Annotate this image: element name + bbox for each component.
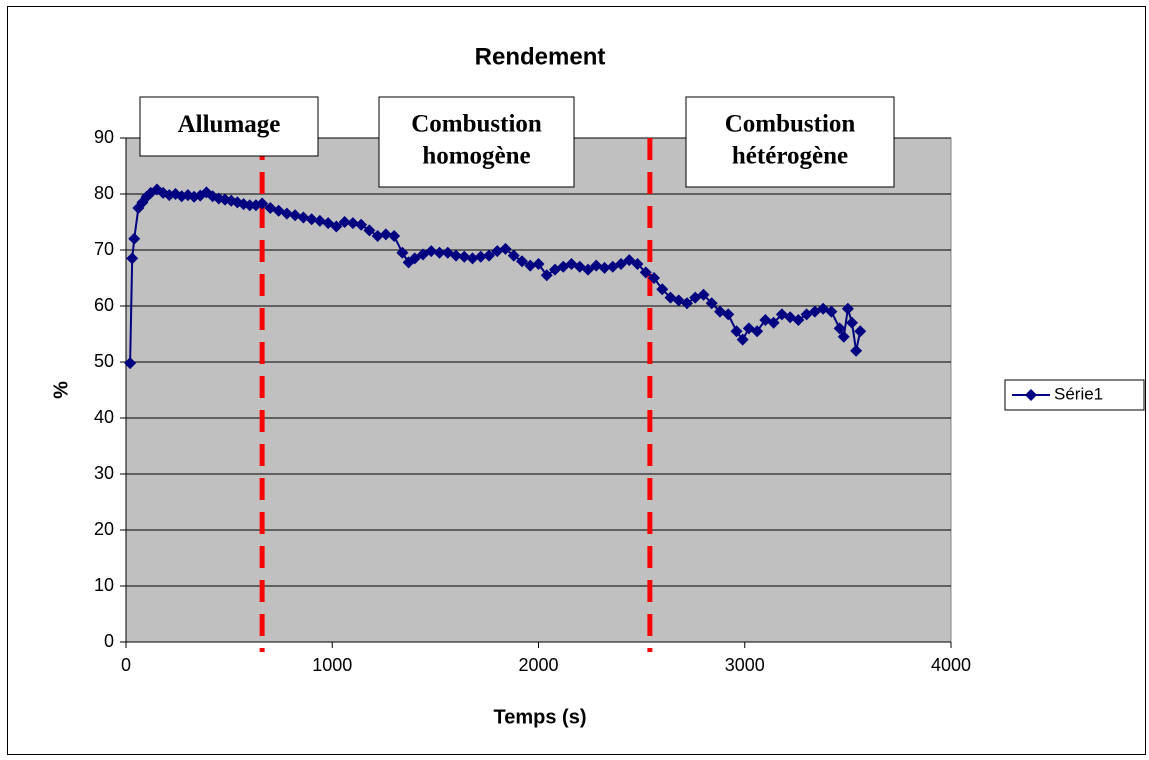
data-point <box>297 211 310 224</box>
y-tick-label: 80 <box>94 183 114 203</box>
data-point <box>767 316 780 329</box>
annotation-text: homogène <box>422 143 530 170</box>
data-point <box>697 288 710 301</box>
annotation-text: hétérogène <box>732 143 848 170</box>
data-point <box>425 245 438 258</box>
y-tick-label: 20 <box>94 519 114 539</box>
data-point <box>524 259 537 272</box>
x-tick-label: 0 <box>121 655 131 675</box>
data-point <box>615 258 627 270</box>
data-point <box>623 254 636 267</box>
data-point <box>458 250 471 263</box>
data-point <box>540 269 553 282</box>
data-point <box>736 333 749 346</box>
data-point <box>491 245 504 258</box>
data-point <box>825 305 838 318</box>
data-point <box>516 255 528 268</box>
data-point <box>124 357 137 370</box>
y-tick-label: 70 <box>94 239 114 259</box>
data-point <box>846 316 858 329</box>
y-tick-label: 40 <box>94 407 114 427</box>
data-point <box>396 246 409 259</box>
x-tick-label: 1000 <box>312 655 352 675</box>
x-axis-label: Temps (s) <box>494 706 587 728</box>
data-point <box>590 259 603 272</box>
data-point <box>355 218 368 231</box>
annotation-box <box>378 96 575 188</box>
data-point <box>346 217 359 230</box>
annotation-text: Allumage <box>178 111 281 138</box>
data-point <box>722 308 735 321</box>
data-point <box>371 230 384 242</box>
data-point <box>507 249 520 262</box>
annotation-text: Combustion <box>411 111 542 138</box>
data-point <box>705 297 718 310</box>
data-point <box>379 228 392 241</box>
data-point <box>450 249 462 262</box>
legend-label: Série1 <box>1054 384 1103 403</box>
data-point <box>841 302 854 315</box>
x-tick-label: 4000 <box>931 655 971 675</box>
data-point <box>330 220 343 233</box>
data-point <box>126 252 139 265</box>
data-point <box>256 197 269 210</box>
data-point <box>338 216 351 228</box>
x-tick-label: 2000 <box>518 655 558 675</box>
y-tick-label: 60 <box>94 295 114 315</box>
data-point <box>289 209 302 222</box>
data-point <box>730 325 743 338</box>
data-point <box>466 252 479 265</box>
data-point <box>408 252 421 265</box>
data-point <box>305 213 318 226</box>
legend-marker <box>1025 389 1037 401</box>
data-point <box>582 263 594 276</box>
annotation-text: Combustion <box>725 111 856 138</box>
data-point <box>483 249 495 262</box>
data-point <box>280 207 293 220</box>
y-axis-label: % <box>50 381 72 399</box>
y-tick-label: 90 <box>94 127 114 147</box>
data-point <box>854 325 867 338</box>
chart-title: Rendement <box>475 43 606 70</box>
data-point <box>656 283 669 296</box>
data-point <box>532 258 545 270</box>
data-point <box>837 330 850 343</box>
data-point <box>388 230 401 242</box>
data-point <box>631 258 644 270</box>
y-tick-label: 0 <box>104 631 114 651</box>
data-point <box>833 322 846 335</box>
data-point <box>474 250 487 263</box>
data-point <box>639 266 652 279</box>
data-point <box>499 242 512 255</box>
y-tick-label: 10 <box>94 575 114 595</box>
data-point <box>648 272 660 284</box>
y-tick-label: 50 <box>94 351 114 371</box>
data-point <box>363 224 376 237</box>
data-point <box>792 314 805 326</box>
annotation-box <box>685 96 895 188</box>
data-point <box>751 325 764 338</box>
data-point <box>433 246 446 259</box>
data-point <box>313 214 326 227</box>
data-point <box>850 344 863 357</box>
y-tick-label: 30 <box>94 463 114 483</box>
data-point <box>128 232 141 245</box>
data-point <box>598 261 611 274</box>
x-tick-label: 3000 <box>725 655 765 675</box>
data-point <box>243 199 256 212</box>
data-point <box>681 297 693 310</box>
annotation-box <box>139 96 319 157</box>
plot-area <box>125 137 952 643</box>
